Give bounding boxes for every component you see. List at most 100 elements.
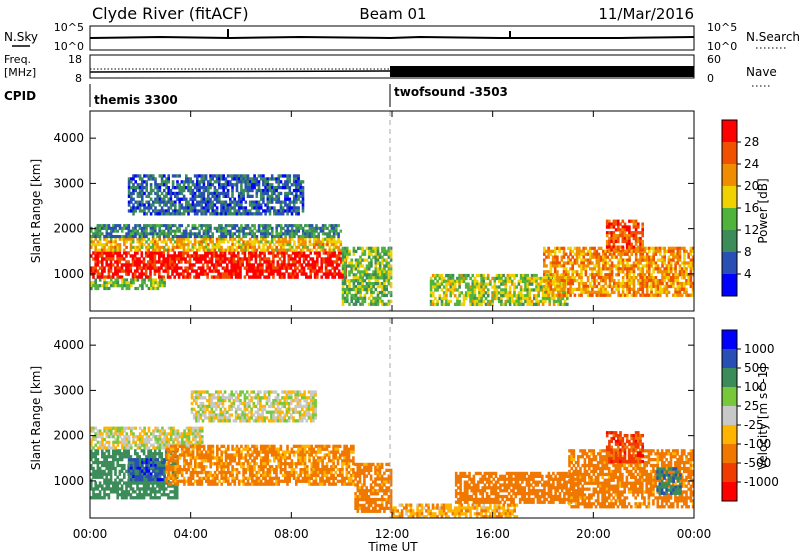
data-cell bbox=[138, 194, 142, 198]
data-cell bbox=[292, 200, 296, 204]
data-cell bbox=[272, 269, 275, 273]
data-cell bbox=[217, 272, 220, 276]
data-cell bbox=[562, 252, 566, 256]
data-cell bbox=[689, 258, 693, 262]
data-cell bbox=[171, 469, 175, 473]
data-cell bbox=[138, 183, 142, 187]
data-cell bbox=[330, 224, 334, 228]
data-cell bbox=[346, 299, 349, 303]
data-cell bbox=[637, 222, 640, 226]
data-cell bbox=[125, 452, 128, 456]
data-cell bbox=[289, 266, 293, 270]
data-cell bbox=[589, 267, 592, 271]
data-cell bbox=[637, 287, 640, 291]
data-cell bbox=[354, 273, 358, 277]
data-cell bbox=[235, 203, 239, 207]
data-cell bbox=[606, 273, 610, 277]
data-cell bbox=[311, 269, 315, 273]
data-cell bbox=[178, 229, 181, 233]
data-cell bbox=[120, 254, 124, 258]
data-cell bbox=[678, 273, 682, 277]
data-cell bbox=[328, 235, 331, 239]
data-cell bbox=[171, 243, 175, 247]
data-cell bbox=[160, 452, 164, 456]
data-cell bbox=[352, 285, 356, 289]
data-cell bbox=[557, 296, 560, 301]
data-cell bbox=[245, 269, 249, 273]
data-cell bbox=[526, 294, 529, 298]
data-cell bbox=[663, 273, 666, 277]
data-cell bbox=[103, 472, 106, 476]
data-cell bbox=[354, 296, 358, 300]
data-cell bbox=[645, 267, 649, 271]
data-cell bbox=[287, 263, 291, 267]
data-cell bbox=[264, 203, 267, 207]
data-cell bbox=[114, 452, 117, 456]
data-cell bbox=[295, 194, 298, 198]
data-cell bbox=[229, 180, 232, 184]
data-cell bbox=[367, 296, 371, 300]
data-cell bbox=[294, 251, 297, 255]
data-cell bbox=[116, 484, 119, 488]
data-cell bbox=[162, 260, 165, 264]
data-cell bbox=[215, 243, 219, 247]
data-cell bbox=[683, 273, 686, 277]
data-cell bbox=[282, 226, 285, 230]
data-cell bbox=[279, 240, 283, 244]
data-cell bbox=[374, 267, 378, 271]
data-cell bbox=[149, 206, 153, 210]
data-cell bbox=[213, 186, 217, 190]
data-cell bbox=[184, 266, 187, 270]
data-cell bbox=[652, 279, 655, 283]
data-cell bbox=[639, 242, 642, 246]
y-tick-label: 3000 bbox=[53, 176, 84, 190]
data-cell bbox=[639, 273, 642, 277]
data-cell bbox=[511, 273, 514, 278]
data-cell bbox=[98, 466, 102, 471]
data-cell bbox=[308, 226, 312, 230]
data-cell bbox=[154, 463, 157, 468]
data-cell bbox=[482, 279, 486, 283]
data-cell bbox=[663, 290, 666, 294]
data-cell bbox=[311, 260, 315, 264]
data-cell bbox=[196, 180, 199, 184]
data-cell bbox=[224, 229, 228, 233]
data-cell bbox=[250, 269, 253, 273]
data-cell bbox=[94, 472, 97, 476]
data-cell bbox=[165, 240, 168, 244]
data-cell bbox=[145, 174, 148, 178]
data-cell bbox=[226, 212, 230, 216]
data-cell bbox=[513, 282, 516, 286]
data-cell bbox=[141, 458, 144, 462]
data-cell bbox=[519, 273, 523, 278]
data-cell bbox=[275, 224, 278, 228]
data-cell bbox=[158, 466, 162, 470]
data-cell bbox=[608, 279, 612, 283]
data-cell bbox=[231, 174, 234, 178]
data-cell bbox=[685, 290, 688, 294]
data-cell bbox=[621, 290, 625, 294]
data-cell bbox=[141, 200, 144, 204]
data-cell bbox=[233, 243, 237, 247]
data-cell bbox=[346, 293, 349, 298]
data-cell bbox=[310, 232, 314, 236]
data-cell bbox=[637, 273, 640, 277]
data-cell bbox=[232, 260, 236, 264]
data-cell bbox=[271, 237, 274, 241]
data-cell bbox=[665, 273, 669, 277]
data-cell bbox=[663, 255, 666, 259]
data-cell bbox=[535, 285, 538, 289]
data-cell bbox=[528, 299, 532, 304]
data-cell bbox=[522, 296, 525, 301]
data-cell bbox=[381, 287, 384, 292]
data-cell bbox=[648, 279, 651, 283]
data-cell bbox=[610, 252, 614, 256]
data-cell bbox=[619, 293, 623, 297]
data-cell bbox=[343, 246, 347, 250]
data-cell bbox=[144, 251, 148, 255]
data-cell bbox=[190, 254, 194, 258]
data-cell bbox=[233, 197, 236, 201]
data-cell bbox=[374, 258, 378, 262]
data-cell bbox=[200, 177, 203, 181]
data-cell bbox=[130, 472, 133, 476]
